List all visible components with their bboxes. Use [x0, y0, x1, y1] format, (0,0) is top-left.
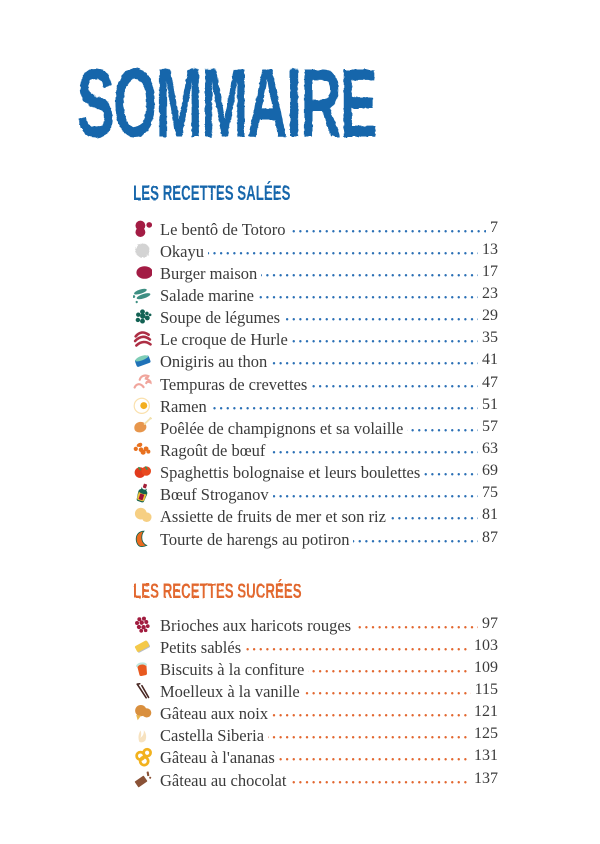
svg-text:LES RECETTES SUCRÉES: LES RECETTES SUCRÉES [133, 578, 301, 603]
svg-text:SOMMAIRE: SOMMAIRE [77, 49, 376, 158]
svg-text:LES RECETTES SALÉES: LES RECETTES SALÉES [133, 180, 290, 205]
